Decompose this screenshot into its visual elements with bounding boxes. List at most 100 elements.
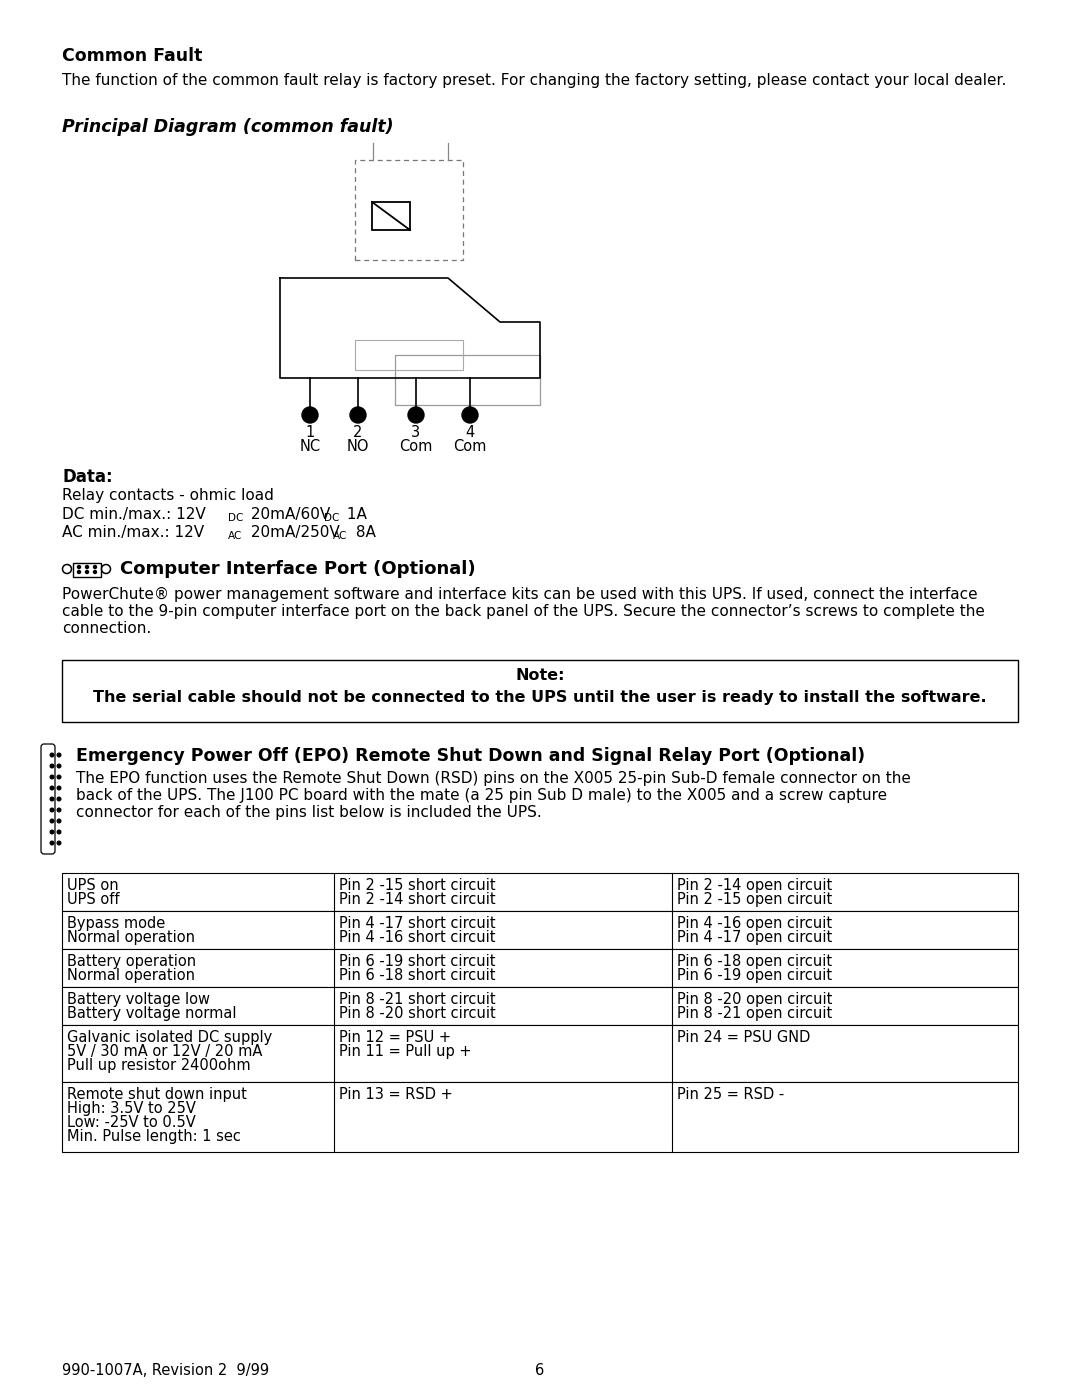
Text: Pin 11 = Pull up +: Pin 11 = Pull up + [338, 1044, 471, 1059]
Text: Battery voltage low: Battery voltage low [67, 992, 210, 1007]
Text: 3: 3 [411, 425, 420, 440]
Text: DC: DC [324, 513, 339, 522]
Circle shape [78, 566, 81, 569]
Text: The function of the common fault relay is factory preset. For changing the facto: The function of the common fault relay i… [62, 73, 1007, 88]
Text: Relay contacts - ohmic load: Relay contacts - ohmic load [62, 488, 274, 503]
Text: Remote shut down input: Remote shut down input [67, 1087, 247, 1102]
Text: 2: 2 [353, 425, 363, 440]
Circle shape [57, 798, 60, 800]
Circle shape [94, 570, 96, 574]
Text: Pin 13 = RSD +: Pin 13 = RSD + [338, 1087, 453, 1102]
Circle shape [94, 566, 96, 569]
Text: Pin 6 -19 open circuit: Pin 6 -19 open circuit [677, 968, 832, 983]
Circle shape [50, 819, 54, 823]
Text: Pin 2 -15 short circuit: Pin 2 -15 short circuit [338, 877, 495, 893]
Text: Pin 4 -17 short circuit: Pin 4 -17 short circuit [338, 916, 495, 930]
Text: 990-1007A, Revision 2  9/99: 990-1007A, Revision 2 9/99 [62, 1363, 269, 1377]
Circle shape [50, 809, 54, 812]
Circle shape [57, 819, 60, 823]
Text: Pin 6 -18 short circuit: Pin 6 -18 short circuit [338, 968, 495, 983]
Text: Pin 12 = PSU +: Pin 12 = PSU + [338, 1030, 450, 1045]
Bar [355, 161, 463, 260]
Text: Emergency Power Off (EPO) Remote Shut Down and Signal Relay Port (Optional): Emergency Power Off (EPO) Remote Shut Do… [76, 747, 865, 766]
FancyBboxPatch shape [41, 745, 55, 854]
Text: The EPO function uses the Remote Shut Down (RSD) pins on the X005 25-pin Sub-D f: The EPO function uses the Remote Shut Do… [76, 771, 910, 787]
Circle shape [408, 407, 424, 423]
Text: Pin 25 = RSD -: Pin 25 = RSD - [677, 1087, 784, 1102]
Text: DC min./max.: 12V: DC min./max.: 12V [62, 507, 206, 522]
Circle shape [78, 570, 81, 574]
Text: AC min./max.: 12V: AC min./max.: 12V [62, 525, 204, 541]
Text: Pin 4 -17 open circuit: Pin 4 -17 open circuit [677, 930, 833, 944]
Circle shape [57, 830, 60, 834]
Text: Com: Com [454, 439, 487, 454]
Text: 1A: 1A [342, 507, 367, 522]
Text: Pin 2 -14 short circuit: Pin 2 -14 short circuit [338, 893, 495, 907]
Circle shape [50, 775, 54, 778]
Text: Bypass mode: Bypass mode [67, 916, 165, 930]
Circle shape [57, 775, 60, 778]
Circle shape [50, 841, 54, 845]
Text: Pin 4 -16 short circuit: Pin 4 -16 short circuit [338, 930, 495, 944]
Circle shape [57, 809, 60, 812]
Bar [62, 873, 1018, 911]
Circle shape [102, 564, 110, 574]
Circle shape [50, 764, 54, 768]
Text: Low: -25V to 0.5V: Low: -25V to 0.5V [67, 1115, 195, 1130]
Text: 8A: 8A [351, 525, 376, 541]
Text: back of the UPS. The J100 PC board with the mate (a 25 pin Sub D male) to the X0: back of the UPS. The J100 PC board with … [76, 788, 887, 803]
Bar [62, 911, 1018, 949]
Text: Note:: Note: [515, 668, 565, 683]
Text: Pin 6 -19 short circuit: Pin 6 -19 short circuit [338, 954, 495, 970]
Text: Normal operation: Normal operation [67, 930, 195, 944]
Text: Min. Pulse length: 1 sec: Min. Pulse length: 1 sec [67, 1129, 241, 1144]
Text: 20mA/60V: 20mA/60V [246, 507, 330, 522]
Bar [355, 339, 463, 370]
Bar [372, 203, 410, 231]
Circle shape [57, 841, 60, 845]
Bar [62, 988, 1018, 1025]
Text: High: 3.5V to 25V: High: 3.5V to 25V [67, 1101, 195, 1116]
Text: Pin 2 -14 open circuit: Pin 2 -14 open circuit [677, 877, 833, 893]
Text: 6: 6 [536, 1363, 544, 1377]
Text: AC: AC [228, 531, 242, 541]
Text: Normal operation: Normal operation [67, 968, 195, 983]
Circle shape [302, 407, 318, 423]
Bar [62, 1083, 1018, 1153]
Circle shape [462, 407, 478, 423]
Bar [395, 355, 540, 405]
Text: connector for each of the pins list below is included the UPS.: connector for each of the pins list belo… [76, 805, 542, 820]
Circle shape [350, 407, 366, 423]
Text: The serial cable should not be connected to the UPS until the user is ready to i: The serial cable should not be connected… [93, 690, 987, 705]
Text: 20mA/250V: 20mA/250V [246, 525, 340, 541]
Text: Computer Interface Port (Optional): Computer Interface Port (Optional) [120, 560, 475, 578]
Text: Galvanic isolated DC supply: Galvanic isolated DC supply [67, 1030, 272, 1045]
Circle shape [57, 753, 60, 757]
Text: UPS on: UPS on [67, 877, 119, 893]
Text: NC: NC [299, 439, 321, 454]
Text: Pin 4 -16 open circuit: Pin 4 -16 open circuit [677, 916, 832, 930]
Text: 5V / 30 mA or 12V / 20 mA: 5V / 30 mA or 12V / 20 mA [67, 1044, 262, 1059]
Text: Pin 8 -21 open circuit: Pin 8 -21 open circuit [677, 1006, 833, 1021]
Text: PowerChute® power management software and interface kits can be used with this U: PowerChute® power management software an… [62, 587, 977, 602]
Text: Battery voltage normal: Battery voltage normal [67, 1006, 237, 1021]
Text: 1: 1 [306, 425, 314, 440]
Circle shape [50, 830, 54, 834]
Text: Pin 8 -20 short circuit: Pin 8 -20 short circuit [338, 1006, 496, 1021]
Text: Principal Diagram (common fault): Principal Diagram (common fault) [62, 117, 393, 136]
Text: Pin 6 -18 open circuit: Pin 6 -18 open circuit [677, 954, 832, 970]
Text: Pull up resistor 2400ohm: Pull up resistor 2400ohm [67, 1058, 251, 1073]
Text: DC: DC [228, 513, 243, 522]
Text: NO: NO [347, 439, 369, 454]
Text: connection.: connection. [62, 622, 151, 636]
Bar [62, 949, 1018, 988]
Circle shape [63, 564, 71, 574]
Circle shape [85, 566, 89, 569]
Bar [62, 1025, 1018, 1083]
Text: Pin 24 = PSU GND: Pin 24 = PSU GND [677, 1030, 810, 1045]
Text: Common Fault: Common Fault [62, 47, 202, 66]
Circle shape [57, 787, 60, 789]
Text: Pin 8 -21 short circuit: Pin 8 -21 short circuit [338, 992, 495, 1007]
Text: AC: AC [333, 531, 348, 541]
Text: UPS off: UPS off [67, 893, 120, 907]
